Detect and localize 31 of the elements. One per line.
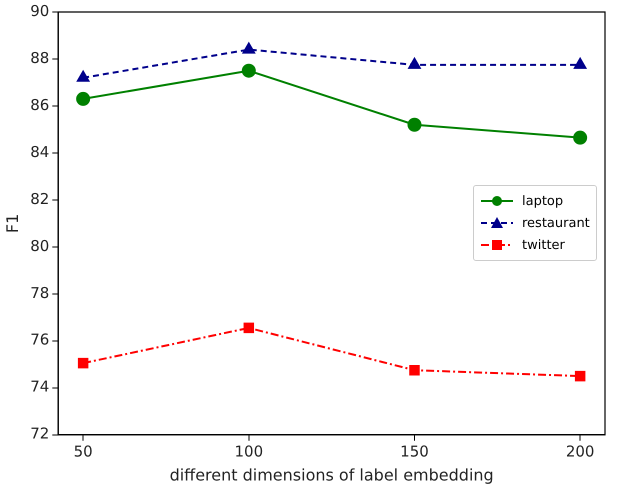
y-tick-label: 82 — [30, 190, 50, 208]
point — [244, 322, 254, 334]
y-tick-label: 86 — [30, 96, 50, 114]
y-tick-label: 84 — [30, 142, 50, 161]
point — [242, 42, 256, 54]
x-tick-label: 50 — [74, 442, 93, 461]
y-tick-label: 76 — [30, 330, 50, 349]
y-tick-label: 74 — [30, 378, 50, 396]
y-tick-label: 78 — [30, 284, 50, 302]
point — [574, 58, 586, 69]
y-tick-label: 80 — [30, 236, 50, 255]
point — [409, 364, 420, 376]
point — [573, 130, 588, 145]
point — [78, 358, 88, 368]
y-tick-label: 88 — [30, 48, 50, 67]
x-tick-label: 100 — [234, 442, 264, 461]
point — [407, 118, 422, 132]
y-tick-label: 90 — [30, 2, 50, 20]
x-axis-title: different dimensions of label embedding — [170, 466, 494, 485]
point — [408, 58, 421, 69]
point — [242, 64, 256, 78]
legend-label: twitter — [522, 238, 565, 253]
y-axis-title: F1 — [2, 214, 22, 234]
y-tick-label: 72 — [30, 424, 50, 443]
point — [76, 70, 90, 82]
legend-label: restaurant — [522, 216, 590, 231]
x-tick-label: 150 — [400, 442, 429, 461]
point — [574, 370, 586, 382]
x-tick-label: 200 — [566, 442, 594, 461]
point — [76, 92, 90, 106]
legend-label: laptop — [522, 194, 564, 209]
